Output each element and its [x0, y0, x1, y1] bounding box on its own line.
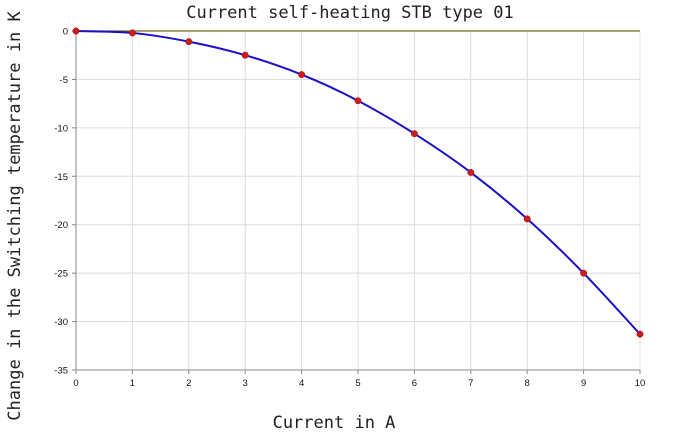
x-tick-label: 3 [243, 378, 248, 389]
y-tick-label: -5 [60, 75, 68, 86]
x-tick-label: 1 [130, 378, 135, 389]
y-tick-label: -20 [54, 220, 68, 231]
data-point [636, 330, 644, 338]
x-tick-label: 5 [355, 378, 360, 389]
tick-labels: 0 1 2 3 4 5 6 7 8 9 10 0 -5 -10 -15 -20 -25 -30 -35 [54, 27, 645, 390]
series-line [75, 30, 641, 335]
y-tick-label: -30 [54, 317, 68, 328]
data-point [128, 29, 136, 37]
x-tick-label: 7 [468, 378, 473, 389]
x-tick-label: 4 [299, 378, 304, 389]
y-axis-label: Change in the Switching temperature in K [5, 11, 25, 421]
x-axis-label: Current in A [273, 413, 396, 433]
x-tick-label: 6 [412, 378, 417, 389]
y-tick-label: -15 [54, 172, 68, 183]
x-tick-label: 10 [635, 378, 646, 389]
data-point [72, 27, 80, 35]
data-point [467, 168, 475, 176]
data-point [354, 97, 362, 105]
y-tick-label: 0 [63, 27, 68, 38]
data-point [410, 130, 418, 138]
y-tick-label: -10 [54, 123, 68, 134]
data-point [185, 38, 193, 46]
data-point [241, 51, 249, 59]
data-point [523, 215, 531, 223]
x-tick-label: 8 [525, 378, 530, 389]
axes [72, 30, 641, 374]
x-tick-label: 0 [73, 378, 78, 389]
y-tick-label: -25 [54, 269, 68, 280]
series [72, 27, 644, 338]
grid [75, 31, 641, 371]
data-point [580, 269, 588, 277]
y-tick-label: -35 [54, 366, 68, 377]
x-tick-label: 9 [581, 378, 586, 389]
data-point [298, 71, 306, 79]
x-tick-label: 2 [186, 378, 191, 389]
chart-title: Current self-heating STB type 01 [186, 3, 514, 23]
